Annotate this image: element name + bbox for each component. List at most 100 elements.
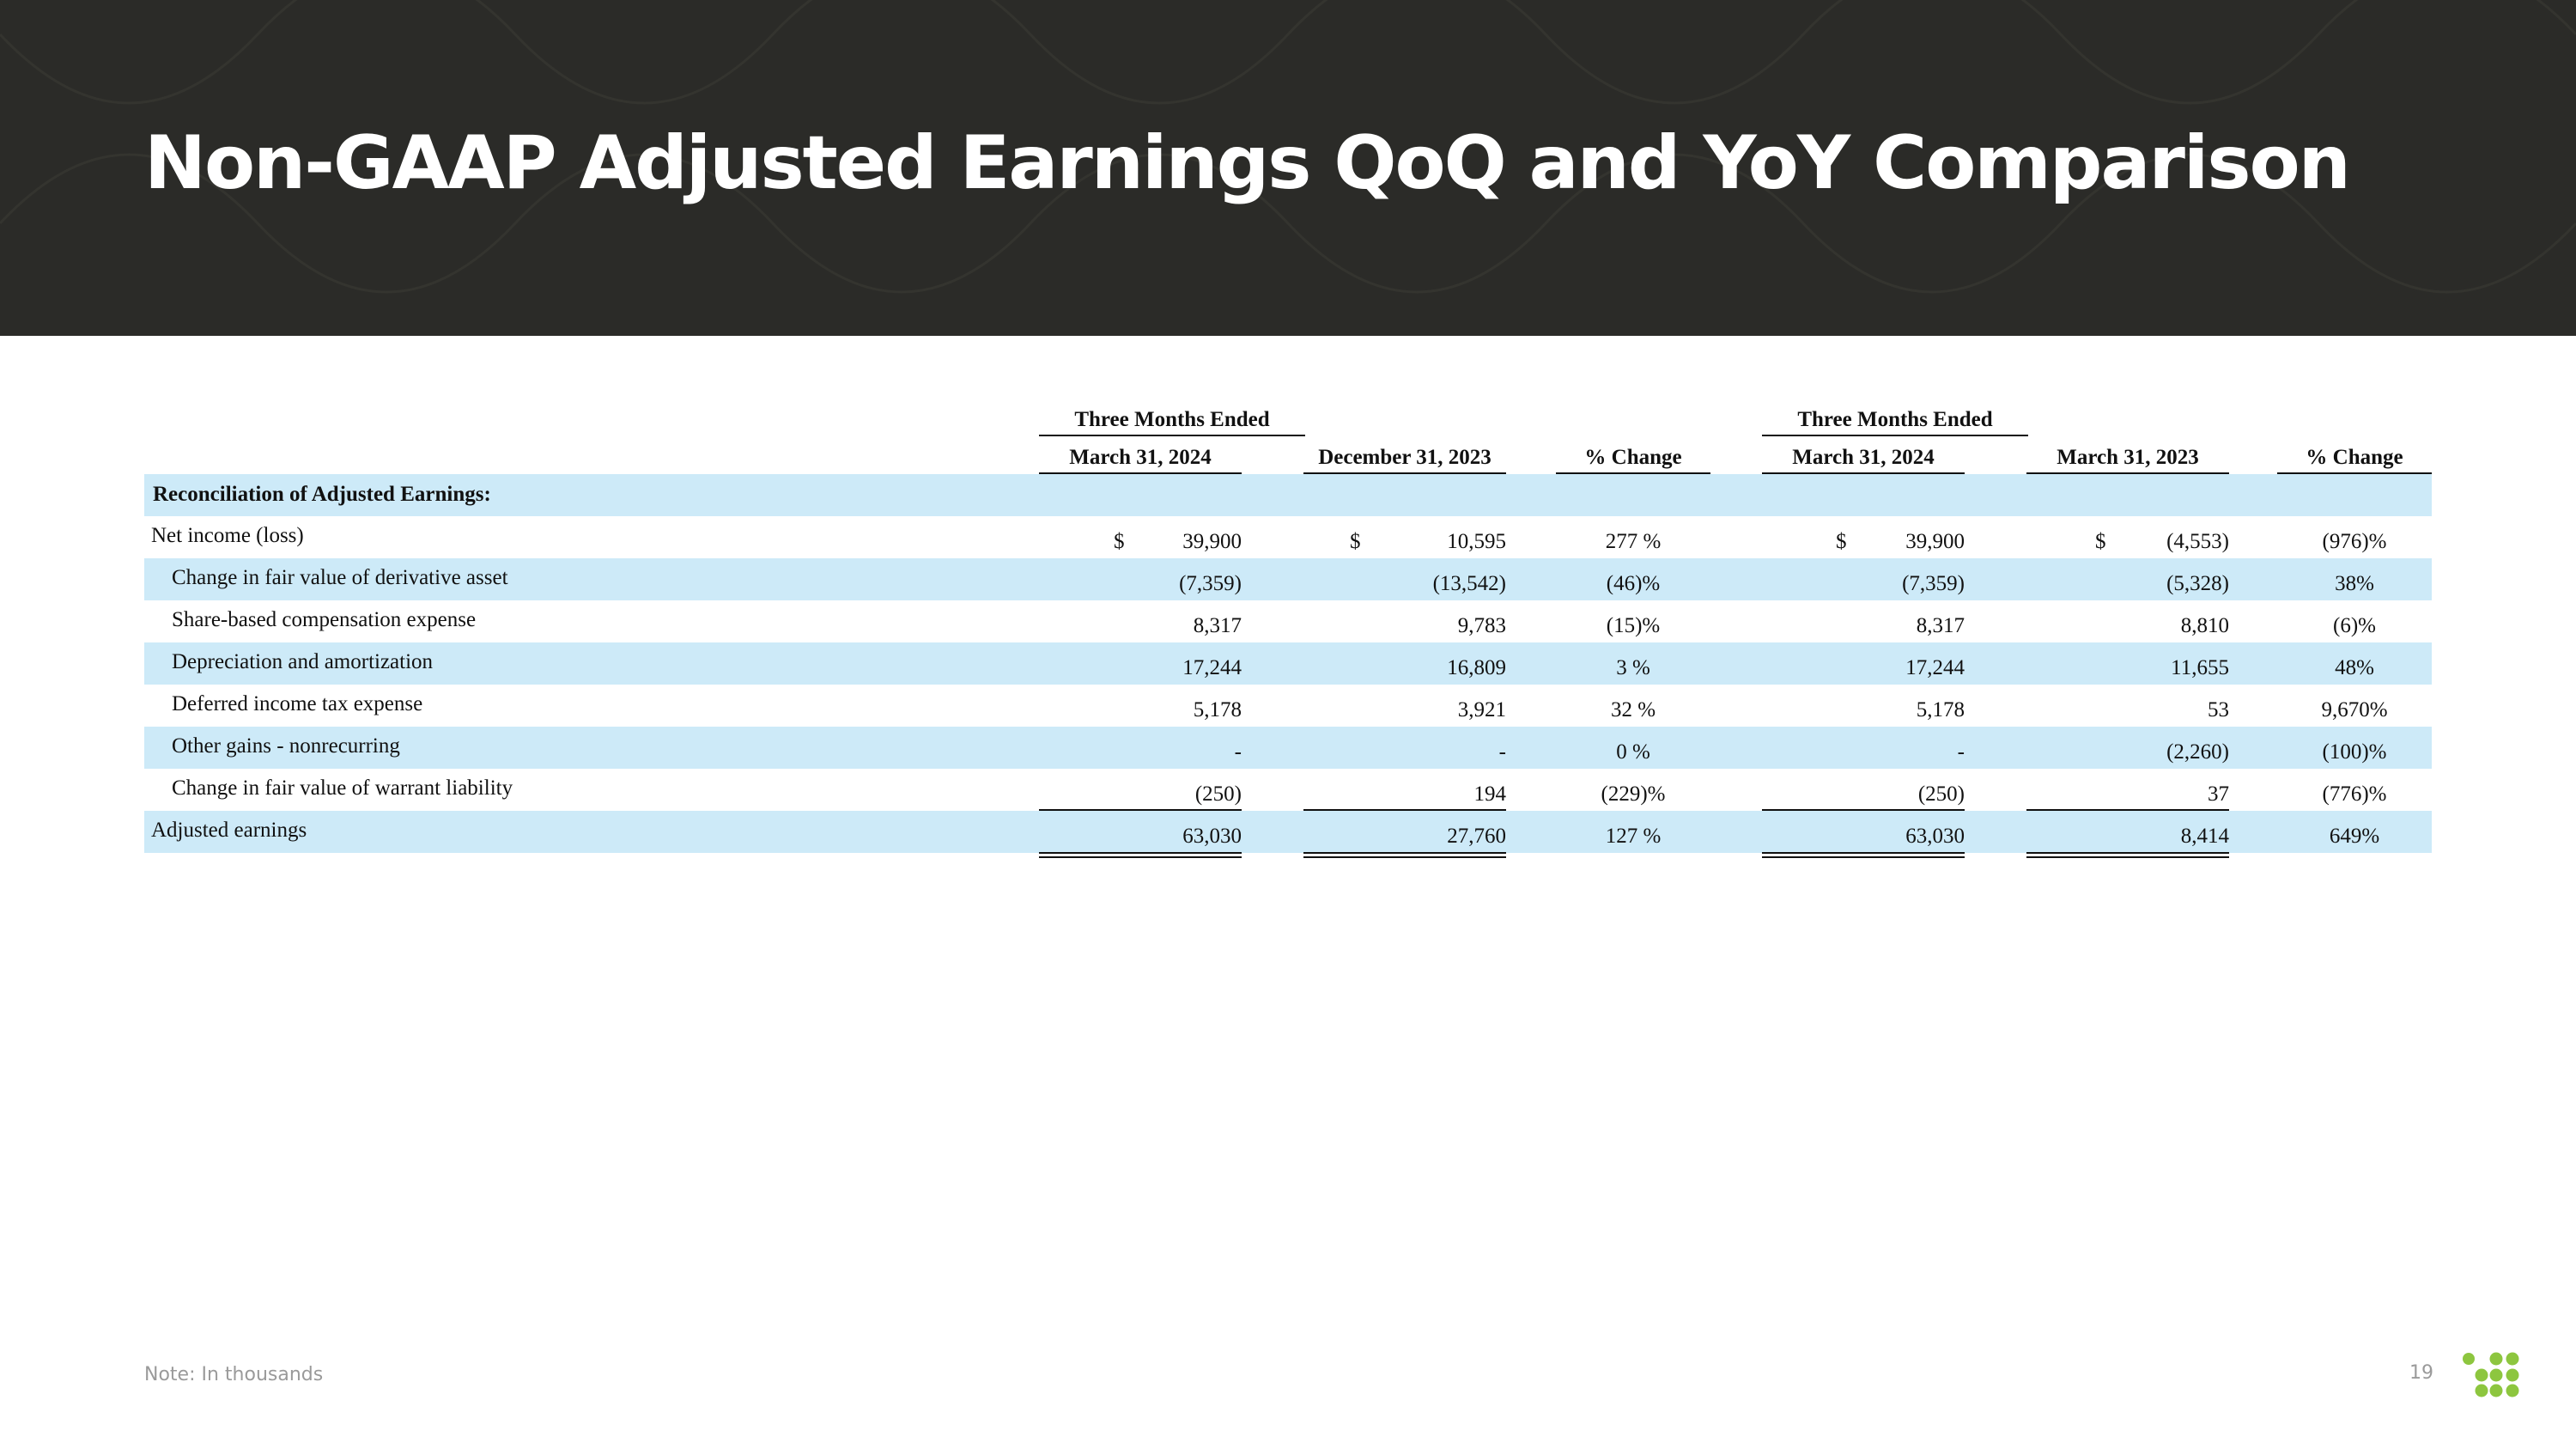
cell-total: 63,030 bbox=[1905, 825, 1965, 848]
cell-value: (46)% bbox=[1606, 572, 1661, 595]
cell-value: 39,900 bbox=[1182, 530, 1242, 553]
row-highlight bbox=[144, 474, 2432, 516]
total-double-rule bbox=[1039, 856, 1242, 858]
col-header-pct-change-yoy: % Change bbox=[2306, 446, 2403, 469]
cell-value: 16,809 bbox=[1447, 656, 1506, 679]
col-header-dec-2023: December 31, 2023 bbox=[1318, 446, 1492, 469]
header-pattern bbox=[0, 0, 2576, 294]
row-label: Change in fair value of warrant liabilit… bbox=[172, 776, 513, 800]
total-double-rule bbox=[1762, 852, 1965, 854]
cell-value: - bbox=[1957, 740, 1965, 764]
currency-symbol: $ bbox=[1350, 530, 1361, 553]
cell-value: 17,244 bbox=[1905, 656, 1965, 679]
cell-value: (229)% bbox=[1601, 782, 1666, 806]
total-double-rule bbox=[1762, 856, 1965, 858]
col-header-rule bbox=[1762, 472, 1965, 474]
cell-value: 277 % bbox=[1605, 530, 1662, 553]
section-header: Reconciliation of Adjusted Earnings: bbox=[153, 483, 491, 506]
row-label: Deferred income tax expense bbox=[172, 692, 423, 715]
col-header-rule bbox=[2277, 472, 2432, 474]
cell-value: 194 bbox=[1473, 782, 1507, 806]
total-double-rule bbox=[1303, 852, 1506, 854]
cell-total: 63,030 bbox=[1182, 825, 1242, 848]
cell-total: 127 % bbox=[1605, 825, 1662, 848]
cell-value: - bbox=[1234, 740, 1242, 764]
col-header-mar-2023: March 31, 2023 bbox=[2057, 446, 2199, 469]
group-header-rule bbox=[1762, 435, 2028, 436]
cell-value: (7,359) bbox=[1179, 572, 1242, 595]
cell-value: (776)% bbox=[2322, 782, 2387, 806]
row-label: Other gains - nonrecurring bbox=[172, 734, 400, 758]
cell-value: 17,244 bbox=[1182, 656, 1242, 679]
page-title: Non-GAAP Adjusted Earnings QoQ and YoY C… bbox=[144, 120, 2351, 206]
cell-value: 9,783 bbox=[1457, 614, 1506, 637]
col-header-rule bbox=[2026, 472, 2229, 474]
cell-value: 32 % bbox=[1610, 698, 1656, 721]
cell-value: 9,670% bbox=[2321, 698, 2388, 721]
row-highlight bbox=[144, 811, 2432, 853]
cell-value: 3,921 bbox=[1457, 698, 1506, 721]
cell-value: (4,553) bbox=[2166, 530, 2229, 553]
row-label: Net income (loss) bbox=[151, 524, 304, 547]
header-banner: Non-GAAP Adjusted Earnings QoQ and YoY C… bbox=[0, 0, 2576, 336]
cell-value: 5,178 bbox=[1193, 698, 1242, 721]
currency-symbol: $ bbox=[1836, 530, 1847, 553]
cell-value: (100)% bbox=[2322, 740, 2387, 764]
currency-symbol: $ bbox=[1114, 530, 1125, 553]
cell-value: (976)% bbox=[2322, 530, 2387, 553]
cell-value: 10,595 bbox=[1447, 530, 1506, 553]
cell-value: (250) bbox=[1917, 782, 1965, 806]
cell-value: 48% bbox=[2335, 656, 2374, 679]
cell-total: 649% bbox=[2329, 825, 2380, 848]
row-highlight bbox=[144, 642, 2432, 685]
cell-value: 3 % bbox=[1616, 656, 1650, 679]
cell-value: 37 bbox=[2208, 782, 2229, 806]
group-header-rule bbox=[1039, 435, 1305, 436]
cell-value: (7,359) bbox=[1902, 572, 1965, 595]
cell-value: 5,178 bbox=[1916, 698, 1965, 721]
subtotal-rule bbox=[1303, 809, 1506, 811]
cell-value: (13,542) bbox=[1432, 572, 1506, 595]
row-label: Change in fair value of derivative asset bbox=[172, 566, 508, 589]
col-header-rule bbox=[1039, 472, 1242, 474]
cell-value: 39,900 bbox=[1905, 530, 1965, 553]
reconciliation-table: Three Months Ended Three Months Ended Ma… bbox=[144, 400, 2432, 864]
cell-value: 0 % bbox=[1616, 740, 1650, 764]
cell-value: (5,328) bbox=[2166, 572, 2229, 595]
subtotal-rule bbox=[1762, 809, 1965, 811]
cell-value: (250) bbox=[1194, 782, 1242, 806]
col-header-mar-2024: March 31, 2024 bbox=[1069, 446, 1212, 469]
group-header-yoy: Three Months Ended bbox=[1797, 408, 1993, 431]
total-double-rule bbox=[1303, 856, 1506, 858]
cell-value: (2,260) bbox=[2166, 740, 2229, 764]
company-logo-icon bbox=[2463, 1352, 2519, 1397]
group-header-qoq: Three Months Ended bbox=[1074, 408, 1270, 431]
col-header-mar-2024-yoy: March 31, 2024 bbox=[1792, 446, 1935, 469]
cell-value: (6)% bbox=[2333, 614, 2376, 637]
currency-symbol: $ bbox=[2095, 530, 2106, 553]
row-highlight bbox=[144, 727, 2432, 769]
col-header-rule bbox=[1303, 472, 1506, 474]
subtotal-rule bbox=[1039, 809, 1242, 811]
col-header-rule bbox=[1556, 472, 1710, 474]
total-double-rule bbox=[2026, 852, 2229, 854]
cell-value: 8,317 bbox=[1916, 614, 1965, 637]
row-label: Share-based compensation expense bbox=[172, 608, 477, 631]
page-number: 19 bbox=[2409, 1362, 2433, 1384]
cell-value: 53 bbox=[2208, 698, 2229, 721]
cell-value: 38% bbox=[2335, 572, 2374, 595]
cell-value: - bbox=[1498, 740, 1506, 764]
cell-value: (15)% bbox=[1606, 614, 1661, 637]
total-double-rule bbox=[1039, 852, 1242, 854]
row-label-total: Adjusted earnings bbox=[151, 819, 307, 842]
cell-total: 8,414 bbox=[2180, 825, 2229, 848]
cell-total: 27,760 bbox=[1447, 825, 1506, 848]
footnote: Note: In thousands bbox=[144, 1364, 324, 1385]
row-label: Depreciation and amortization bbox=[172, 650, 434, 673]
cell-value: 11,655 bbox=[2171, 656, 2229, 679]
row-highlight bbox=[144, 558, 2432, 600]
total-double-rule bbox=[2026, 856, 2229, 858]
cell-value: 8,810 bbox=[2180, 614, 2229, 637]
col-header-pct-change-qoq: % Change bbox=[1584, 446, 1682, 469]
cell-value: 8,317 bbox=[1193, 614, 1242, 637]
